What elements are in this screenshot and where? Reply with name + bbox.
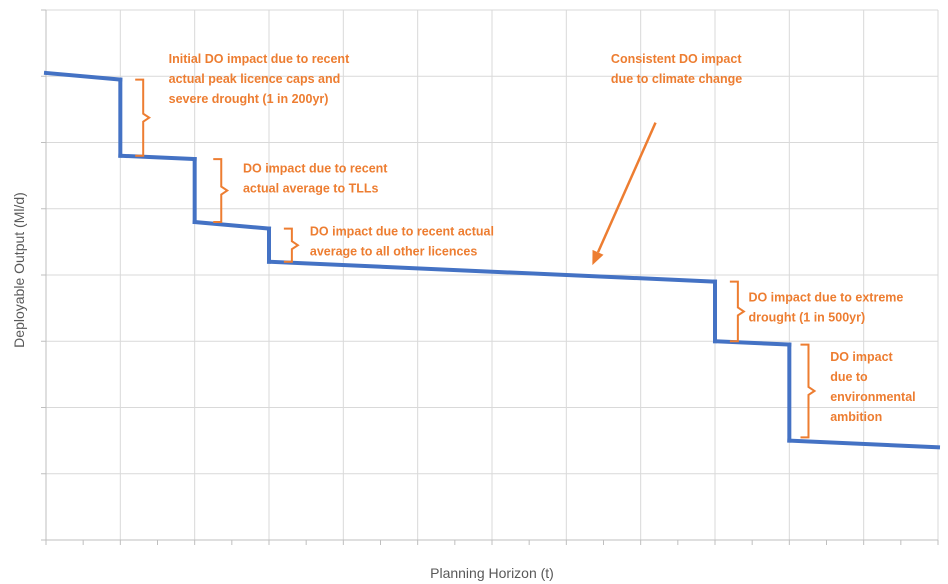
annotation-text-line: actual average to TLLs: [243, 181, 379, 195]
annotation-text: DO impact due to recent actual average to…: [243, 161, 388, 195]
annotation-text: DO impact due to environmental ambition: [830, 350, 915, 424]
annotation-3: DO impact due to recent actual average to…: [283, 224, 494, 263]
annotation-text-line: drought (1 in 500yr): [748, 311, 865, 325]
annotation-text: Initial DO impact due to recent actual pe…: [169, 52, 350, 106]
annotation-text-line: DO impact due to recent actual: [310, 224, 494, 238]
chart-axes: [41, 9, 939, 545]
annotation-text-line: average to all other licences: [310, 244, 477, 258]
annotation-bracket: [135, 78, 152, 157]
annotation-arrow-head: [592, 249, 604, 266]
annotation-2: DO impact due to recent actual average to…: [213, 158, 388, 223]
series-segment: [192, 219, 272, 231]
series-segment: [712, 339, 792, 347]
annotation-bracket: [800, 343, 817, 439]
annotation-text-line: due to: [830, 370, 868, 384]
annotation-text-line: DO impact due to extreme: [748, 291, 903, 305]
annotation-6: Consistent DO impact due to climate chang…: [592, 52, 742, 266]
annotation-text-line: environmental: [830, 390, 915, 404]
annotation-1: Initial DO impact due to recent actual pe…: [135, 52, 350, 157]
series-segment: [787, 438, 941, 450]
x-axis-title: Planning Horizon (t): [430, 565, 554, 581]
chart-grid: [46, 9, 939, 540]
annotation-4: DO impact due to extreme drought (1 in 50…: [729, 280, 903, 343]
series-segment: [43, 70, 123, 82]
chart-annotations: Initial DO impact due to recent actual pe…: [135, 52, 916, 439]
annotation-bracket: [283, 227, 300, 263]
y-axis-title: Deployable Output (Ml/d): [11, 192, 27, 348]
annotation-text-line: ambition: [830, 410, 882, 424]
annotation-text-line: actual peak licence caps and: [169, 72, 341, 86]
annotation-text-line: DO impact due to recent: [243, 161, 388, 175]
annotation-5: DO impact due to environmental ambition: [800, 343, 916, 439]
annotation-arrow: [596, 122, 657, 253]
annotation-text-line: due to climate change: [611, 72, 742, 86]
annotation-text: DO impact due to extreme drought (1 in 50…: [748, 291, 903, 325]
annotation-text: Consistent DO impact due to climate chang…: [611, 52, 742, 86]
series-segment: [266, 259, 718, 284]
annotation-text: DO impact due to recent actual average to…: [310, 224, 494, 258]
annotation-text-line: Consistent DO impact: [611, 52, 742, 66]
chart-series: [43, 70, 941, 450]
series-segment: [118, 153, 197, 162]
annotation-text-line: Initial DO impact due to recent: [169, 52, 350, 66]
annotation-bracket: [729, 280, 746, 343]
annotation-text-line: severe drought (1 in 200yr): [169, 92, 329, 106]
annotation-text-line: DO impact: [830, 350, 893, 364]
annotation-bracket: [213, 158, 230, 223]
